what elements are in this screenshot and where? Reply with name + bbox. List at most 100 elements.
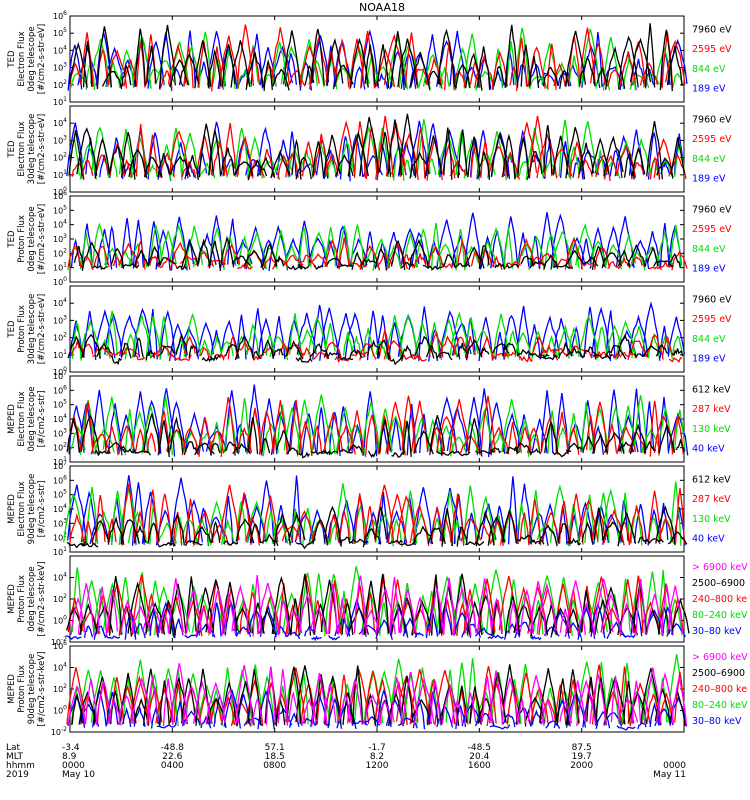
legend-entry: 30–80 keV [692,626,742,637]
panel-ted-p-30: 100 101 102 103 104 TED Proton Flux 30deg teles… [7,285,732,377]
y-axis-label: [#/cm2-s-str-eV] [37,204,47,274]
series-line [70,394,686,457]
legend-entry: 7960 eV [692,295,732,306]
series-line [71,310,684,362]
y-tick-label: 101 [53,349,67,360]
chart-title: NOAA18 [359,1,405,14]
panel-ted-p-0: 100 101 102 103 104 105 106 TED Proton Flux 0deg … [7,190,732,287]
series-line [65,573,690,637]
y-axis-label: Electron Flux [17,121,27,176]
y-tick-label: 106 [53,474,67,485]
y-tick-label: 102 [53,152,67,163]
series-line [68,483,685,547]
y-axis-label: 90deg telescope [27,654,37,725]
y-axis-label: 0deg telescope [27,566,37,631]
legend-entry: 612 keV [692,475,731,486]
x-tick-label: May 10 [62,770,95,780]
series-line [69,24,686,92]
legend-entry: 287 keV [692,494,731,505]
legend-entry: 612 keV [692,385,731,396]
x-tick-label: 0800 [263,761,286,771]
legend-entry: 2595 eV [692,134,732,145]
y-tick-label: 102 [53,79,67,90]
x-tick-label: 8.2 [370,752,384,762]
x-tick-label: -48.5 [468,743,491,753]
y-axis-label: Proton Flux [17,665,27,713]
x-tick-label: 2000 [570,761,593,771]
y-tick-label: 103 [53,427,67,438]
panel-ted-e-30: 100 101 102 103 104 TED Electron Flux 30deg tel… [7,105,732,197]
legend-entry: 189 eV [692,83,726,94]
panel-ted-e-0: 101 102 103 104 105 106 TED Electron Flux 0deg t… [7,10,732,107]
x-axis-row-label: 2019 [6,770,29,780]
y-tick-label: 100 [53,705,67,716]
y-tick-label: 104 [53,413,67,424]
y-axis-label: Electron Flux [17,391,27,446]
x-tick-label: 57.1 [265,743,285,753]
legend-entry: > 6900 keV [692,652,748,663]
y-tick-label: 106 [53,190,67,201]
series-line [68,384,689,457]
y-tick-label: 100 [53,186,67,197]
x-tick-label: 19.7 [572,752,592,762]
series-line [68,113,685,181]
y-tick-label: 103 [53,517,67,528]
series-line [70,574,684,637]
y-tick-label: 100 [53,366,67,377]
panel-meped-p-0: 10-2 100 102 104 MEPED Proton Flux 0deg telesc… [7,555,748,647]
legend-entry: 2595 eV [692,224,732,235]
y-axis-label: [#/cm2-s-str-eV] [37,24,47,94]
series-line [73,235,682,272]
y-axis-label: [#/cm2-s-str-keV] [37,652,47,727]
y-tick-label: 102 [53,247,67,258]
y-tick-label: 105 [53,399,67,410]
y-axis-label: MEPED [7,404,17,434]
legend-entry: 844 eV [692,154,726,165]
series-line [71,566,683,637]
legend-entry: 30–80 keV [692,716,742,727]
series-line [66,413,686,459]
legend-entry: 130 keV [692,514,731,525]
y-axis-label: [#/cm2-s-str] [37,391,47,448]
y-tick-label: 104 [53,662,67,673]
y-tick-label: 106 [53,10,67,21]
series-line [67,222,682,271]
y-axis-label: 30deg telescope [27,294,37,365]
y-tick-label: 101 [53,456,67,467]
y-tick-label: 106 [53,384,67,395]
y-tick-label: 107 [53,460,67,471]
y-axis-label: TED [7,230,17,249]
legend-entry: 2595 eV [692,314,732,325]
x-tick-label: May 11 [653,770,686,780]
y-tick-label: 103 [53,233,67,244]
x-tick-label: 0000 [663,761,686,771]
series-line [70,327,683,363]
x-axis-row-label: Lat [6,743,21,753]
panel-frame [69,195,685,283]
legend-entry: 7960 eV [692,115,732,126]
x-tick-label: 22.6 [162,752,182,762]
legend-entry: 189 eV [692,173,726,184]
panel-meped-p-90: 10-2 100 102 104 106 MEPED Proton Flux 90deg te… [7,640,748,737]
series-line [66,505,688,550]
x-tick-label: 87.5 [572,743,592,753]
legend-entry: 80–240 keV [692,700,748,711]
y-tick-label: 105 [53,489,67,500]
y-tick-label: 103 [53,62,67,73]
y-tick-label: 101 [53,169,67,180]
y-tick-label: 101 [53,546,67,557]
y-axis-label: MEPED [7,584,17,614]
y-axis-label: MEPED [7,494,17,524]
series-line [66,395,684,457]
y-axis-label: 0deg telescope [27,386,37,451]
y-tick-label: 104 [53,297,67,308]
x-axis-row-label: MLT [6,752,24,762]
y-tick-label: 104 [53,44,67,55]
y-axis-label: Proton Flux [17,305,27,353]
legend-entry: 40 keV [692,533,725,544]
y-tick-label: 104 [53,503,67,514]
legend-entry: 240–800 ke [692,684,747,695]
x-tick-label: 20.4 [469,752,489,762]
